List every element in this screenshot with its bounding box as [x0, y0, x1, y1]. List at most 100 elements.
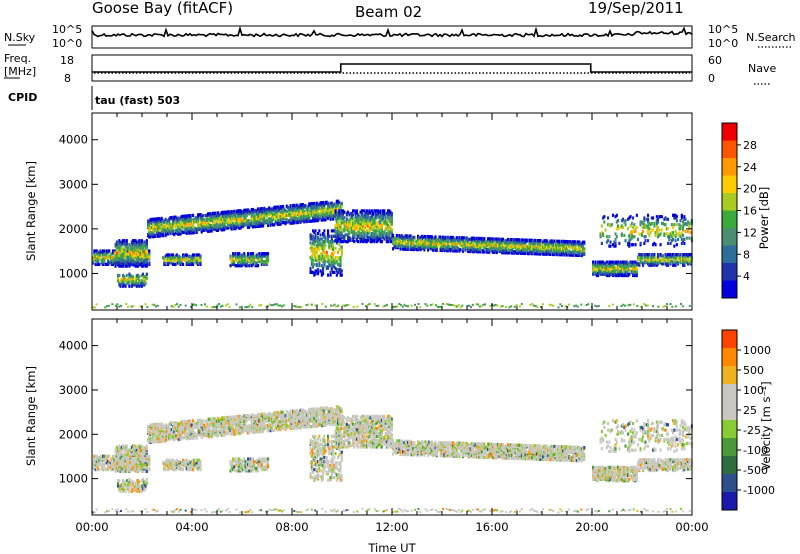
- power-cell: [334, 209, 337, 213]
- power-cell: [459, 237, 462, 241]
- power-cell: [347, 225, 350, 229]
- power-cell: [338, 262, 341, 266]
- power-cell: [485, 239, 488, 243]
- power-cell: [342, 209, 345, 213]
- power-cell: [267, 218, 270, 222]
- power-cell: [265, 207, 268, 212]
- power-cell: [244, 257, 247, 261]
- power-cell: [230, 223, 233, 227]
- power-cell: [129, 249, 132, 253]
- power-cell: [323, 240, 326, 244]
- power-cell: [335, 218, 338, 222]
- power-cell: [122, 256, 125, 260]
- power-cell: [455, 236, 458, 240]
- power-cell: [247, 260, 250, 264]
- power-cell: [423, 242, 426, 247]
- power-cell: [257, 215, 260, 219]
- power-cell: [333, 240, 336, 244]
- power-cell: [154, 234, 157, 238]
- power-cell: [539, 239, 542, 243]
- power-cell: [119, 251, 122, 255]
- power-cell: [337, 304, 339, 307]
- power-cell: [473, 247, 476, 251]
- power-cell: [167, 226, 170, 231]
- power-cell: [175, 256, 178, 260]
- nsearch-tick-bottom: 10^0: [708, 37, 738, 50]
- power-cell: [337, 250, 340, 254]
- power-cell: [173, 218, 176, 222]
- power-cell: [295, 206, 298, 210]
- power-cell: [159, 222, 162, 226]
- power-cell: [519, 241, 522, 245]
- power-cell: [434, 248, 437, 252]
- power-cell: [317, 236, 320, 240]
- power-cell: [319, 237, 322, 241]
- power-cell: [288, 212, 291, 216]
- power-cell: [379, 232, 382, 236]
- power-cell: [140, 245, 143, 249]
- power-cell: [243, 254, 246, 258]
- power-cell: [320, 273, 323, 277]
- power-cell: [132, 255, 135, 259]
- power-cell: [337, 268, 340, 272]
- power-cell: [239, 209, 242, 213]
- power-cell: [275, 209, 278, 213]
- power-cell: [509, 238, 512, 242]
- power-cell: [365, 220, 368, 224]
- power-cell: [318, 217, 321, 221]
- power-cell: [227, 215, 230, 219]
- power-cell: [105, 256, 108, 260]
- power-cell: [319, 241, 322, 245]
- power-cell: [439, 235, 442, 239]
- power-cell: [309, 269, 312, 273]
- power-cell: [532, 240, 535, 244]
- power-cell: [370, 228, 373, 232]
- power-cell: [309, 246, 312, 250]
- power-cell: [287, 205, 290, 209]
- power-cell: [564, 252, 567, 256]
- power-cell: [623, 233, 626, 237]
- power-cell: [347, 236, 350, 240]
- power-cell: [547, 243, 550, 247]
- power-cell: [130, 305, 133, 308]
- power-cell: [197, 224, 200, 228]
- power-cell: [333, 258, 336, 262]
- power-cell: [95, 249, 98, 253]
- power-cell: [147, 249, 150, 253]
- power-cell: [174, 304, 177, 306]
- power-cell: [384, 214, 387, 218]
- power-cell: [409, 234, 412, 238]
- power-cell: [370, 214, 373, 218]
- power-cell: [329, 215, 332, 219]
- power-cell: [569, 253, 572, 257]
- power-cell: [389, 216, 392, 220]
- power-cell: [184, 257, 187, 261]
- power-cell: [138, 248, 141, 252]
- power-cell: [267, 258, 270, 262]
- power-cell: [130, 249, 133, 253]
- power-cell: [240, 210, 243, 214]
- power-cell: [374, 209, 377, 213]
- power-cell: [134, 248, 137, 252]
- power-cell: [129, 247, 132, 251]
- power-cell: [390, 228, 393, 232]
- power-cell: [155, 305, 157, 308]
- power-cell: [223, 214, 226, 218]
- power-cell: [310, 270, 313, 274]
- power-cell: [369, 218, 372, 222]
- power-cell: [368, 236, 371, 240]
- power-cell: [495, 237, 498, 241]
- power-cell: [535, 240, 538, 244]
- power-cell: [407, 235, 410, 239]
- power-cell: [193, 253, 196, 257]
- power-cell: [382, 222, 385, 226]
- power-cell: [274, 212, 277, 216]
- power-cell: [274, 205, 277, 209]
- power-cell: [502, 241, 505, 245]
- power-cell: [322, 205, 325, 209]
- power-cell: [309, 266, 312, 270]
- power-cell: [143, 253, 146, 257]
- power-cell: [393, 305, 395, 308]
- power-cell: [144, 303, 147, 306]
- power-cell: [479, 242, 482, 246]
